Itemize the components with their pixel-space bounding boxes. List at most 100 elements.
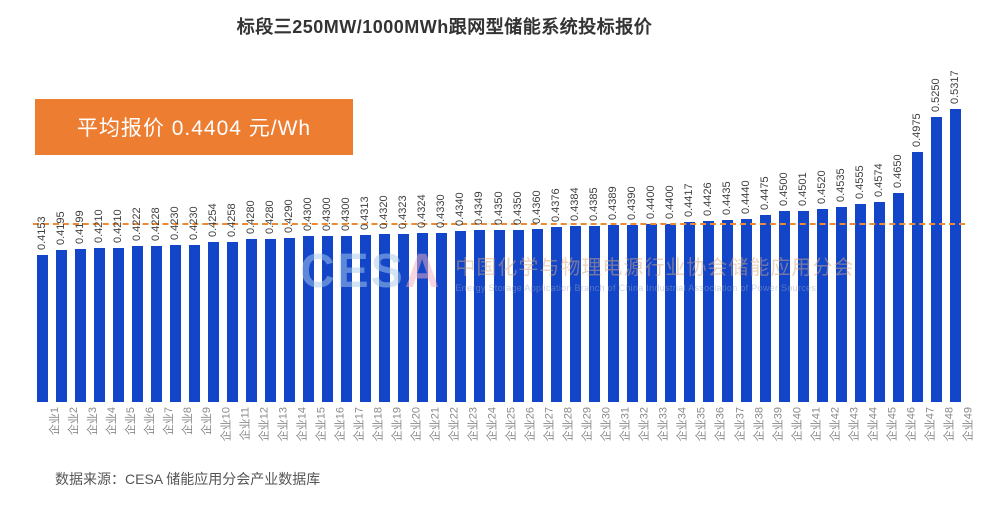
bar bbox=[493, 230, 505, 402]
bar bbox=[702, 221, 714, 402]
category-label: 企业37 bbox=[733, 407, 746, 442]
plot-area: 0.4153 企业1 0.4195 企业2 0.4199 企业3 0.4210 企业4 0.42… bbox=[33, 60, 974, 441]
category-label: 企业16 bbox=[334, 407, 347, 442]
bar-value-label: 0.4475 bbox=[758, 176, 771, 210]
category-label: 企业6 bbox=[144, 407, 157, 436]
bar bbox=[930, 117, 942, 402]
category-label: 企业1 bbox=[49, 407, 62, 436]
category-label: 企业46 bbox=[904, 407, 917, 442]
bar-value-label: 0.4975 bbox=[910, 113, 923, 147]
category-label: 企业49 bbox=[962, 407, 974, 442]
bar bbox=[949, 109, 961, 402]
bar-value-label: 0.4385 bbox=[587, 187, 600, 221]
bar-value-label: 0.4254 bbox=[207, 203, 220, 237]
bar-value-label: 0.5250 bbox=[929, 78, 942, 112]
bar-value-label: 0.4574 bbox=[872, 163, 885, 197]
category-label: 企业13 bbox=[277, 407, 290, 442]
category-label: 企业4 bbox=[106, 407, 119, 436]
bar bbox=[873, 202, 885, 402]
category-label: 企业8 bbox=[182, 407, 195, 436]
bar-value-label: 0.4280 bbox=[264, 200, 277, 234]
category-label: 企业30 bbox=[600, 407, 613, 442]
category-label: 企业35 bbox=[695, 407, 708, 442]
bar bbox=[740, 219, 752, 402]
category-label: 企业21 bbox=[429, 407, 442, 442]
bar-value-label: 0.4376 bbox=[549, 188, 562, 222]
category-label: 企业20 bbox=[410, 407, 423, 442]
bar bbox=[436, 233, 448, 402]
category-label: 企业34 bbox=[676, 407, 689, 442]
bar bbox=[835, 207, 847, 402]
bar-value-label: 0.4389 bbox=[606, 186, 619, 220]
category-label: 企业39 bbox=[771, 407, 784, 442]
category-label: 企业22 bbox=[448, 407, 461, 442]
bar-value-label: 0.4300 bbox=[340, 197, 353, 231]
bar-value-label: 0.4324 bbox=[416, 194, 429, 228]
bar bbox=[208, 242, 220, 402]
bar-value-label: 0.4650 bbox=[891, 154, 904, 188]
bar bbox=[607, 225, 619, 402]
bar-value-label: 0.4340 bbox=[454, 192, 467, 226]
category-label: 企业15 bbox=[315, 407, 328, 442]
bar-value-label: 0.4435 bbox=[720, 181, 733, 215]
bar-value-label: 0.4500 bbox=[777, 172, 790, 206]
bar-value-label: 0.4400 bbox=[663, 185, 676, 219]
bar bbox=[816, 209, 828, 402]
bar bbox=[398, 234, 410, 402]
bar-value-label: 0.4535 bbox=[834, 168, 847, 202]
category-label: 企业36 bbox=[714, 407, 727, 442]
bar-value-label: 0.4400 bbox=[644, 185, 657, 219]
category-label: 企业38 bbox=[752, 407, 765, 442]
category-label: 企业2 bbox=[68, 407, 81, 436]
category-label: 企业7 bbox=[163, 407, 176, 436]
bar-value-label: 0.4390 bbox=[625, 186, 638, 220]
category-label: 企业33 bbox=[657, 407, 670, 442]
category-label: 企业41 bbox=[809, 407, 822, 442]
bar-value-label: 0.4230 bbox=[188, 206, 201, 240]
bar-value-label: 0.4360 bbox=[530, 190, 543, 224]
category-label: 企业48 bbox=[942, 407, 955, 442]
category-label: 企业42 bbox=[828, 407, 841, 442]
bar bbox=[170, 245, 182, 402]
bar-value-label: 0.5317 bbox=[948, 70, 961, 104]
bar bbox=[189, 245, 201, 402]
bar bbox=[569, 226, 581, 402]
bar bbox=[151, 246, 163, 402]
bar bbox=[132, 246, 144, 402]
bar-value-label: 0.4320 bbox=[378, 195, 391, 229]
bar-value-label: 0.4300 bbox=[321, 197, 334, 231]
category-label: 企业10 bbox=[220, 407, 233, 442]
bar-value-label: 0.4313 bbox=[359, 196, 372, 230]
bar-value-label: 0.4349 bbox=[473, 191, 486, 225]
category-label: 企业18 bbox=[372, 407, 385, 442]
category-label: 企业40 bbox=[790, 407, 803, 442]
category-label: 企业12 bbox=[258, 407, 271, 442]
bar-value-label: 0.4350 bbox=[492, 191, 505, 225]
bar-value-label: 0.4222 bbox=[131, 207, 144, 241]
bar bbox=[341, 236, 353, 402]
category-label: 企业24 bbox=[486, 407, 499, 442]
bar bbox=[417, 233, 429, 402]
average-price-callout: 平均报价 0.4404 元/Wh bbox=[35, 99, 353, 155]
category-label: 企业45 bbox=[885, 407, 898, 442]
category-label: 企业23 bbox=[467, 407, 480, 442]
category-label: 企业14 bbox=[296, 407, 309, 442]
category-label: 企业26 bbox=[524, 407, 537, 442]
bar bbox=[664, 224, 676, 402]
category-label: 企业31 bbox=[619, 407, 632, 442]
bar-value-label: 0.4501 bbox=[796, 172, 809, 206]
bar-value-label: 0.4195 bbox=[55, 211, 68, 245]
category-label: 企业43 bbox=[847, 407, 860, 442]
bar-value-label: 0.4280 bbox=[245, 200, 258, 234]
bar-value-label: 0.4210 bbox=[112, 209, 125, 243]
bar bbox=[588, 226, 600, 402]
category-label: 企业25 bbox=[505, 407, 518, 442]
bar bbox=[626, 225, 638, 402]
bar bbox=[645, 224, 657, 402]
bar-value-label: 0.4300 bbox=[302, 197, 315, 231]
bar bbox=[246, 239, 258, 402]
bar-value-label: 0.4384 bbox=[568, 187, 581, 221]
bar bbox=[56, 250, 68, 402]
bar-value-label: 0.4520 bbox=[815, 170, 828, 204]
